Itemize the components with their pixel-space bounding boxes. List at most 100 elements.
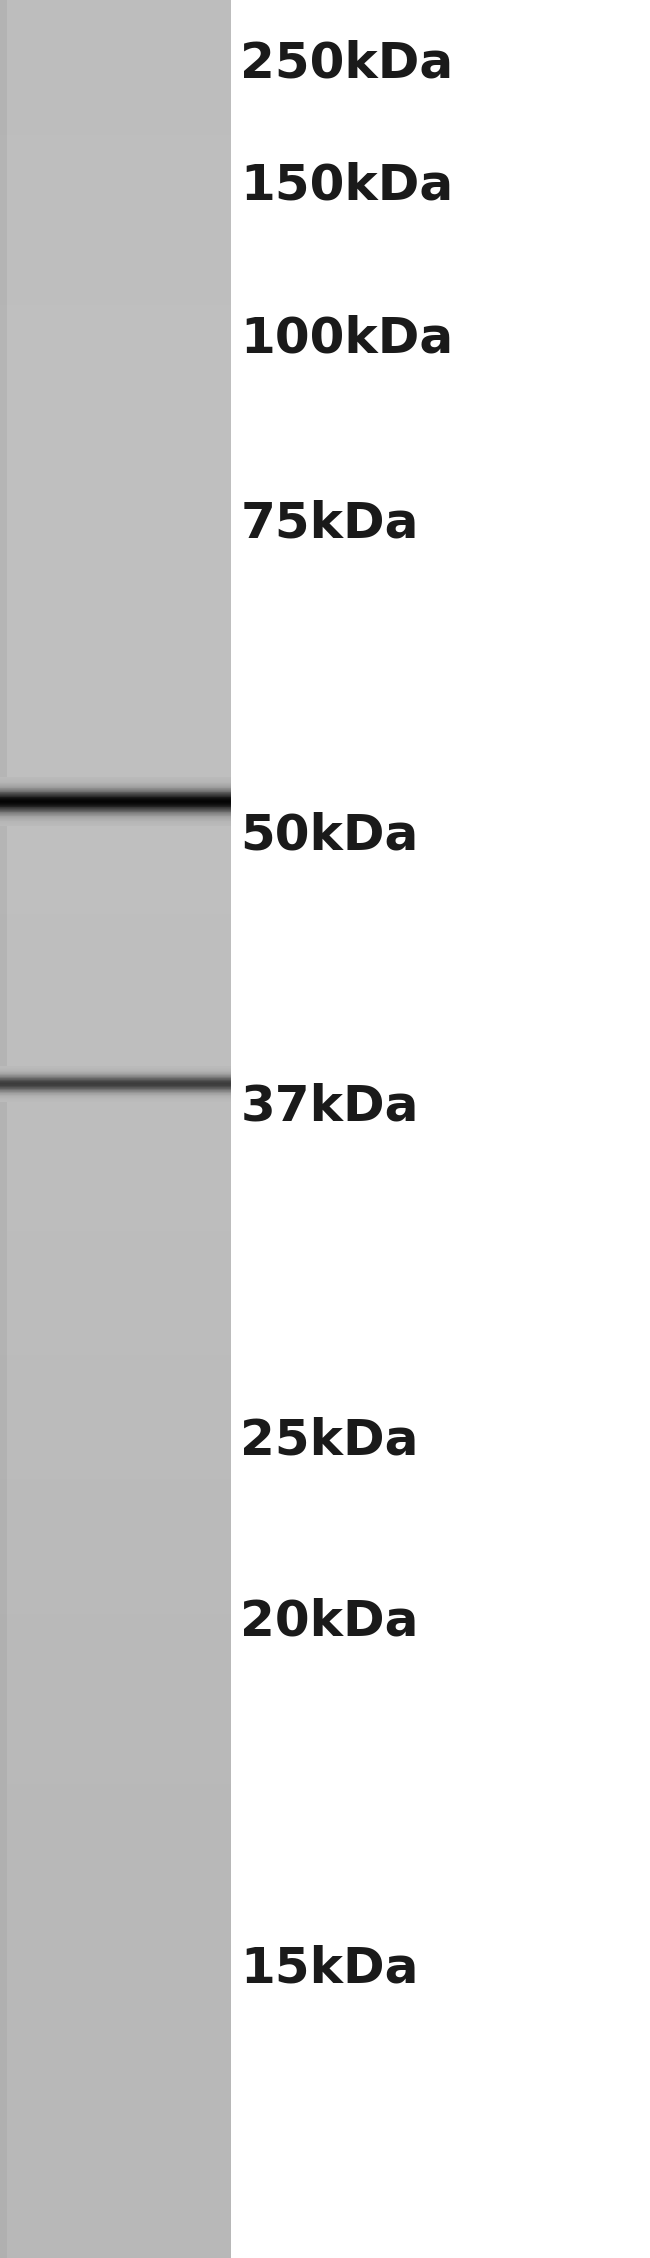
- Bar: [0, 1863, 6, 1870]
- Bar: [0, 580, 6, 587]
- Bar: [0, 1833, 6, 1840]
- Bar: [0, 637, 6, 644]
- Bar: [0, 1867, 231, 1874]
- Bar: [0, 411, 231, 418]
- Bar: [0, 1585, 231, 1592]
- Bar: [0, 1818, 231, 1824]
- Bar: [0, 456, 6, 463]
- Bar: [0, 1621, 231, 1626]
- Bar: [0, 704, 231, 711]
- Bar: [0, 181, 231, 185]
- Bar: [0, 230, 231, 237]
- Bar: [0, 1743, 231, 1750]
- Bar: [0, 86, 6, 90]
- Bar: [0, 327, 6, 332]
- Bar: [0, 1039, 6, 1043]
- Bar: [0, 2039, 6, 2043]
- Bar: [0, 1599, 231, 1603]
- Bar: [0, 892, 231, 896]
- Bar: [0, 1811, 6, 1818]
- Bar: [0, 1705, 231, 1712]
- Bar: [0, 2179, 231, 2186]
- Bar: [0, 456, 231, 463]
- Bar: [0, 1404, 231, 1411]
- Bar: [0, 2066, 6, 2073]
- Bar: [0, 2217, 231, 2224]
- Bar: [0, 0, 6, 5]
- Text: 25kDa: 25kDa: [240, 1416, 419, 1465]
- Bar: [0, 1554, 231, 1558]
- Bar: [0, 1000, 6, 1005]
- Bar: [0, 1050, 231, 1057]
- Bar: [0, 1508, 231, 1513]
- Bar: [0, 659, 231, 666]
- Bar: [0, 411, 6, 418]
- Bar: [0, 400, 231, 406]
- Bar: [0, 847, 231, 851]
- Bar: [0, 989, 6, 994]
- Bar: [0, 181, 6, 185]
- Bar: [0, 519, 6, 526]
- Bar: [0, 1653, 6, 1660]
- Bar: [0, 1479, 231, 1486]
- Bar: [0, 2127, 6, 2134]
- Bar: [0, 1264, 231, 1269]
- Bar: [0, 1468, 231, 1472]
- Bar: [0, 1382, 231, 1389]
- Bar: [0, 1987, 6, 1992]
- Bar: [0, 1174, 6, 1179]
- Bar: [0, 1964, 231, 1969]
- Bar: [0, 1766, 6, 1773]
- Bar: [0, 1901, 231, 1908]
- Bar: [0, 1734, 231, 1739]
- Bar: [0, 27, 231, 34]
- Bar: [0, 1508, 6, 1513]
- Bar: [0, 467, 6, 474]
- Bar: [0, 1502, 6, 1508]
- Bar: [0, 824, 6, 829]
- Bar: [0, 2016, 6, 2021]
- Bar: [0, 2055, 231, 2059]
- Bar: [0, 1298, 6, 1305]
- Bar: [0, 605, 231, 610]
- Bar: [0, 2231, 231, 2235]
- Bar: [0, 2123, 6, 2127]
- Bar: [0, 1057, 231, 1061]
- Bar: [0, 1630, 6, 1637]
- Bar: [0, 2005, 231, 2010]
- Bar: [0, 2138, 231, 2145]
- Bar: [0, 1558, 231, 1563]
- Bar: [0, 2195, 6, 2202]
- Text: 250kDa: 250kDa: [240, 38, 454, 88]
- Bar: [0, 1603, 6, 1608]
- Bar: [0, 1824, 231, 1829]
- Bar: [0, 644, 6, 650]
- Bar: [0, 323, 6, 327]
- Bar: [0, 763, 231, 768]
- Bar: [0, 68, 6, 72]
- Bar: [0, 282, 6, 287]
- Bar: [0, 1547, 231, 1554]
- Bar: [0, 564, 6, 569]
- Bar: [0, 1441, 231, 1445]
- Bar: [0, 1621, 6, 1626]
- Bar: [0, 655, 231, 659]
- Bar: [0, 2240, 231, 2247]
- Bar: [0, 219, 231, 226]
- Bar: [0, 1976, 231, 1983]
- Bar: [0, 1242, 6, 1246]
- Bar: [0, 323, 231, 327]
- Bar: [0, 2111, 231, 2118]
- Bar: [0, 677, 231, 682]
- Bar: [0, 1757, 6, 1761]
- Bar: [0, 598, 6, 605]
- Bar: [0, 1479, 6, 1486]
- Bar: [0, 27, 6, 34]
- Bar: [0, 1393, 231, 1400]
- Text: 75kDa: 75kDa: [240, 499, 419, 549]
- Bar: [0, 644, 231, 650]
- Bar: [0, 840, 6, 847]
- Bar: [0, 1192, 231, 1197]
- Bar: [0, 1994, 231, 1998]
- Bar: [0, 95, 6, 102]
